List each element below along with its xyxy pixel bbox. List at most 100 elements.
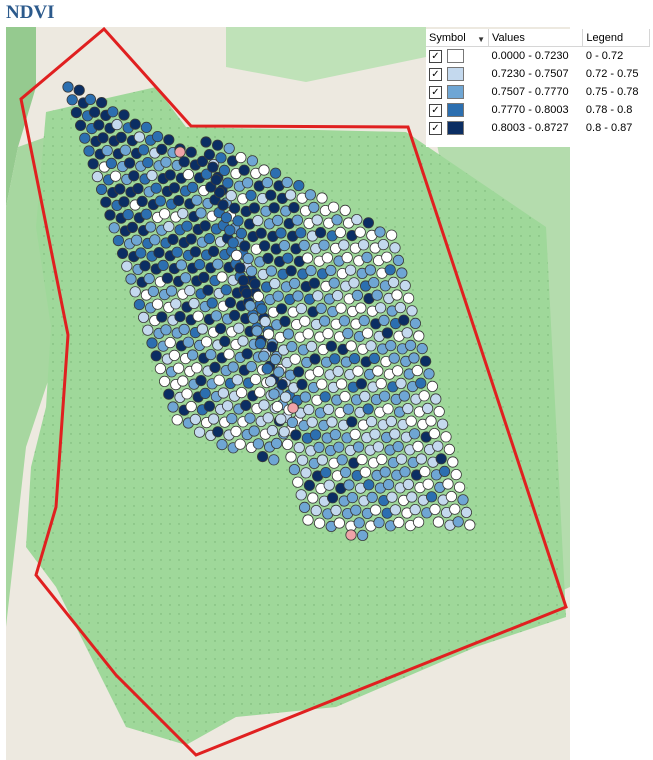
ndvi-point[interactable]: [119, 144, 132, 156]
ndvi-point[interactable]: [111, 119, 123, 131]
ndvi-point[interactable]: [433, 405, 445, 418]
ndvi-point[interactable]: [276, 378, 288, 391]
ndvi-point[interactable]: [269, 353, 281, 365]
ndvi-point[interactable]: [196, 155, 208, 167]
ndvi-point[interactable]: [436, 418, 449, 430]
ndvi-point[interactable]: [231, 374, 243, 386]
ndvi-point[interactable]: [364, 264, 376, 276]
ndvi-point[interactable]: [389, 242, 401, 254]
ndvi-point[interactable]: [322, 327, 334, 340]
legend-header-symbol[interactable]: Symbol ▼: [426, 29, 489, 47]
ndvi-point[interactable]: [203, 233, 215, 245]
ndvi-point[interactable]: [220, 284, 232, 296]
ndvi-point[interactable]: [259, 240, 271, 252]
ndvi-point[interactable]: [160, 324, 172, 336]
ndvi-point[interactable]: [401, 327, 413, 339]
ndvi-point[interactable]: [100, 196, 112, 208]
ndvi-point[interactable]: [105, 157, 118, 169]
ndvi-point[interactable]: [244, 300, 256, 312]
ndvi-point[interactable]: [185, 233, 197, 245]
ndvi-point[interactable]: [301, 252, 314, 264]
ndvi-point[interactable]: [382, 478, 395, 491]
ndvi-point[interactable]: [376, 453, 388, 465]
ndvi-point[interactable]: [173, 195, 185, 207]
ndvi-point[interactable]: [389, 504, 401, 516]
ndvi-point[interactable]: [429, 503, 441, 515]
ndvi-point[interactable]: [369, 428, 381, 440]
ndvi-point[interactable]: [306, 416, 318, 428]
ndvi-point[interactable]: [163, 388, 175, 400]
ndvi-point[interactable]: [234, 438, 246, 450]
ndvi-point[interactable]: [279, 391, 292, 403]
ndvi-point[interactable]: [216, 271, 228, 283]
ndvi-point[interactable]: [356, 529, 369, 541]
ndvi-point[interactable]: [129, 286, 141, 298]
ndvi-point[interactable]: [363, 479, 375, 491]
ndvi-point[interactable]: [342, 403, 354, 415]
ndvi-point[interactable]: [147, 285, 159, 297]
ndvi-point[interactable]: [443, 443, 455, 455]
ndvi-point[interactable]: [145, 221, 157, 233]
ndvi-point[interactable]: [384, 264, 396, 276]
ndvi-point[interactable]: [314, 227, 327, 239]
ndvi-point[interactable]: [241, 348, 253, 360]
ndvi-point[interactable]: [142, 157, 154, 169]
ndvi-point[interactable]: [132, 183, 144, 195]
ndvi-point[interactable]: [405, 415, 417, 427]
ndvi-point[interactable]: [408, 352, 420, 364]
ndvi-point[interactable]: [275, 227, 287, 239]
ndvi-point[interactable]: [418, 390, 430, 402]
ndvi-point[interactable]: [152, 298, 164, 310]
ndvi-point[interactable]: [404, 339, 417, 351]
ndvi-point[interactable]: [252, 215, 264, 227]
ndvi-point[interactable]: [313, 441, 325, 453]
ndvi-point[interactable]: [359, 466, 371, 478]
ndvi-point[interactable]: [97, 132, 109, 144]
ndvi-point[interactable]: [335, 302, 347, 314]
ndvi-point[interactable]: [402, 478, 414, 490]
ndvi-point[interactable]: [432, 516, 444, 528]
ndvi-point[interactable]: [309, 429, 322, 441]
ndvi-point[interactable]: [349, 428, 361, 440]
ndvi-point[interactable]: [248, 202, 260, 214]
ndvi-point[interactable]: [154, 362, 166, 375]
ndvi-point[interactable]: [310, 504, 322, 517]
ndvi-point[interactable]: [392, 254, 404, 266]
ndvi-point[interactable]: [279, 315, 291, 327]
ndvi-point[interactable]: [188, 297, 200, 309]
ndvi-point[interactable]: [325, 264, 337, 276]
ndvi-point[interactable]: [107, 106, 119, 118]
ndvi-point[interactable]: [365, 415, 378, 428]
ndvi-point[interactable]: [182, 336, 194, 348]
ndvi-point[interactable]: [185, 400, 197, 413]
ndvi-point-outlier[interactable]: [287, 402, 299, 414]
ndvi-point[interactable]: [163, 221, 175, 233]
ndvi-point[interactable]: [447, 456, 459, 468]
ndvi-point[interactable]: [368, 352, 380, 364]
ndvi-point[interactable]: [319, 391, 331, 403]
ndvi-point[interactable]: [341, 252, 353, 264]
ndvi-point[interactable]: [251, 325, 263, 337]
ndvi-point[interactable]: [402, 292, 415, 304]
ndvi-point[interactable]: [174, 310, 186, 323]
ndvi-point[interactable]: [352, 441, 365, 453]
ndvi-point[interactable]: [325, 340, 337, 352]
ndvi-point[interactable]: [333, 441, 345, 453]
ndvi-point[interactable]: [281, 438, 294, 450]
ndvi-point[interactable]: [168, 182, 180, 194]
ndvi-point[interactable]: [295, 227, 307, 239]
ndvi-point[interactable]: [241, 287, 253, 299]
ndvi-point[interactable]: [266, 341, 278, 353]
ndvi-point[interactable]: [275, 303, 288, 315]
ndvi-point[interactable]: [261, 363, 273, 375]
ndvi-point[interactable]: [167, 233, 179, 245]
ndvi-point[interactable]: [207, 161, 219, 173]
ndvi-point[interactable]: [216, 438, 228, 451]
legend-checkbox[interactable]: ✓: [429, 67, 442, 81]
ndvi-point[interactable]: [406, 491, 418, 503]
ndvi-point[interactable]: [138, 311, 150, 323]
ndvi-point[interactable]: [366, 491, 378, 503]
ndvi-point[interactable]: [382, 403, 394, 415]
ndvi-point[interactable]: [288, 277, 301, 289]
ndvi-point[interactable]: [298, 239, 310, 251]
